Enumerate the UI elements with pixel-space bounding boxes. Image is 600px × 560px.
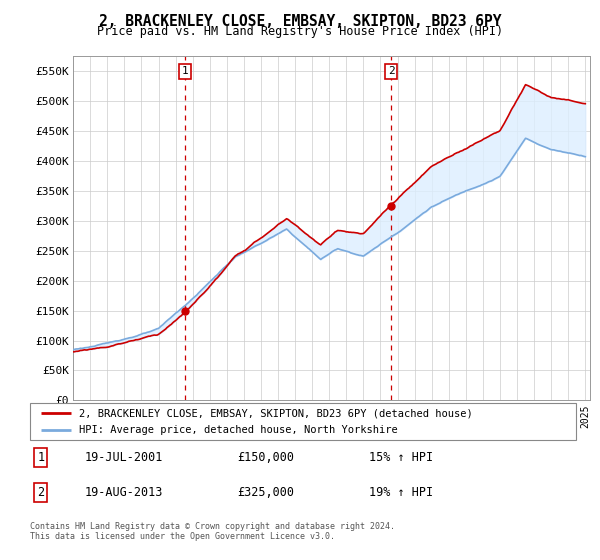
Text: 1: 1 (182, 67, 188, 77)
Text: £150,000: £150,000 (238, 451, 295, 464)
Text: 15% ↑ HPI: 15% ↑ HPI (368, 451, 433, 464)
Text: 19% ↑ HPI: 19% ↑ HPI (368, 486, 433, 500)
Text: 2, BRACKENLEY CLOSE, EMBSAY, SKIPTON, BD23 6PY (detached house): 2, BRACKENLEY CLOSE, EMBSAY, SKIPTON, BD… (79, 408, 473, 418)
Text: 19-AUG-2013: 19-AUG-2013 (85, 486, 163, 500)
Text: 2: 2 (388, 67, 395, 77)
Text: Price paid vs. HM Land Registry's House Price Index (HPI): Price paid vs. HM Land Registry's House … (97, 25, 503, 38)
Text: HPI: Average price, detached house, North Yorkshire: HPI: Average price, detached house, Nort… (79, 425, 398, 435)
Text: 2, BRACKENLEY CLOSE, EMBSAY, SKIPTON, BD23 6PY: 2, BRACKENLEY CLOSE, EMBSAY, SKIPTON, BD… (99, 14, 501, 29)
Text: Contains HM Land Registry data © Crown copyright and database right 2024.
This d: Contains HM Land Registry data © Crown c… (30, 522, 395, 542)
Text: 19-JUL-2001: 19-JUL-2001 (85, 451, 163, 464)
Text: 2: 2 (37, 486, 44, 500)
Text: £325,000: £325,000 (238, 486, 295, 500)
Text: 1: 1 (37, 451, 44, 464)
